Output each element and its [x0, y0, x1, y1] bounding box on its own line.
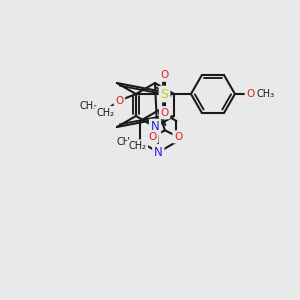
Text: O: O [149, 132, 157, 142]
Text: N: N [154, 146, 163, 159]
Text: O: O [246, 89, 254, 99]
Text: CH₂: CH₂ [129, 141, 147, 151]
Text: CH₃: CH₃ [257, 89, 275, 99]
Text: CH₃: CH₃ [116, 137, 135, 147]
Text: CH₂: CH₂ [96, 107, 114, 118]
Text: O: O [115, 96, 124, 106]
Text: S: S [160, 88, 169, 100]
Text: CH₃: CH₃ [80, 101, 98, 111]
Text: O: O [160, 70, 169, 80]
Text: O: O [174, 132, 182, 142]
Text: O: O [160, 108, 169, 118]
Text: N: N [151, 121, 159, 134]
